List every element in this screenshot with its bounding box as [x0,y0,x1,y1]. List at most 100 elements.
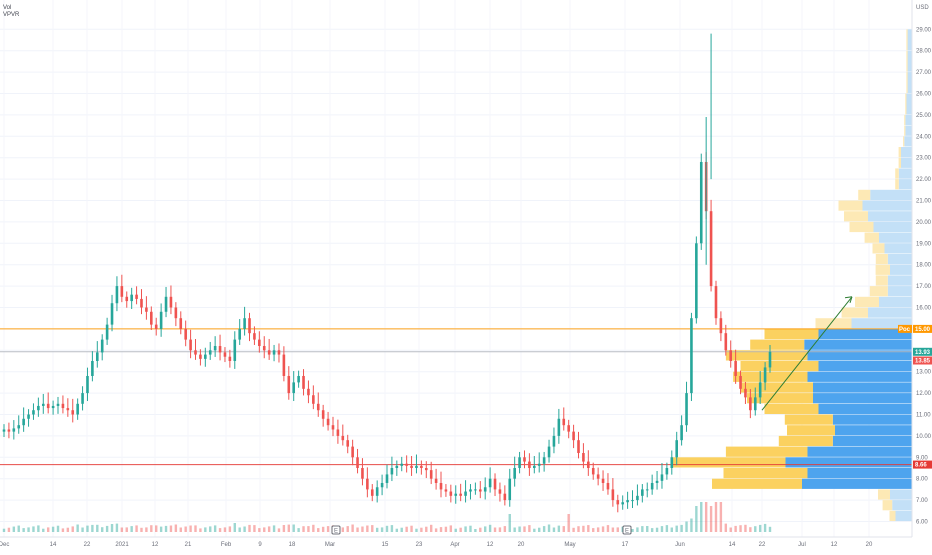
candle-body [100,339,104,353]
volume-bar [714,502,718,532]
legend-vpvr: VPVR [3,12,20,18]
candle-body [145,307,148,312]
volume-bar [464,526,467,532]
candle-body [199,354,202,359]
candle-body [267,350,271,355]
volume-bar [233,523,236,532]
candle-body [675,440,679,458]
vpvr-up-row [907,50,912,72]
volume-bar [61,528,65,532]
candle-body [27,414,30,419]
vpvr-up-row [904,136,912,147]
candle-body [424,468,428,471]
volume-bar [282,525,286,532]
candle-body [228,356,232,361]
x-tick-label: Feb [221,542,232,548]
earnings-marker-label: E [625,529,629,535]
volume-bar [616,527,619,532]
price-tag: Poc 15.00 [898,324,932,333]
candle-body [95,352,99,361]
candle-body [454,493,458,496]
candle-body [292,382,296,394]
vpvr-up-row [785,457,912,468]
candle-body [478,489,482,492]
candle-body [405,463,408,466]
candle-body [277,350,281,355]
candle-body [326,418,330,426]
volume-bar [312,524,315,532]
price-tag-box [913,460,932,469]
candle-body [763,367,767,383]
candle-body [537,463,541,466]
vpvr-down-row [878,489,890,500]
candle-body [611,489,615,501]
candle-body [66,408,70,411]
volume-bar [488,524,492,532]
volume-bar [341,527,345,532]
vpvr-down-row [838,200,863,211]
vpvr-down-row [889,510,896,521]
x-tick-label: 12 [487,542,494,548]
vpvr-up-row [898,179,912,190]
vpvr-down-row [895,179,899,190]
volume-bar [361,526,364,532]
volume-bar [754,526,757,532]
candle-body [400,463,404,466]
price-tag-value: 15.00 [915,327,931,333]
candle-body [130,294,133,302]
volume-bar [71,526,74,532]
volume-bar [655,527,659,532]
volume-bar [685,521,688,532]
candle-body [110,303,114,325]
volume-bar [513,527,516,532]
vpvr-down-row [747,393,813,404]
volume-bar [277,528,281,532]
vpvr-up-row [879,296,912,307]
volume-bar [238,527,241,532]
vpvr-down-row [787,425,835,436]
candle-body [695,243,698,319]
vpvr-up-row [868,307,912,318]
vpvr-up-row [884,243,912,254]
vpvr-up-row [887,254,912,265]
vpvr-down-row [903,136,905,147]
volume-bar [675,525,678,532]
candle-body [150,311,153,325]
volume-bar [248,524,251,532]
vpvr-up-row [905,114,912,126]
volume-bar [606,525,610,532]
vpvr-down-row [841,307,868,318]
volume-bar [86,525,89,532]
candle-body [37,405,40,411]
candle-body [449,491,453,496]
volume-bar [115,523,119,532]
candle-body [444,489,448,492]
volume-bar [46,527,50,532]
candle-body [375,487,379,496]
x-tick-label: 14 [729,542,736,548]
candle-body [420,465,423,468]
x-tick-label: Jun [675,542,685,548]
vpvr-down-row [764,328,819,340]
vpvr-up-row [813,382,912,393]
volume-bar [592,528,595,532]
volume-bar [145,527,148,532]
candle-body [385,474,389,483]
y-tick-label: 9.00 [916,455,928,461]
candle-body [12,428,16,432]
candle-body [734,361,737,376]
vpvr-down-row [844,211,868,222]
volume-bar [272,525,276,532]
candle-body [336,429,340,436]
candle-body [208,350,212,355]
volume-bar [91,524,94,532]
volume-bar [2,528,6,532]
candle-body [243,318,246,329]
y-tick-label: 18.00 [916,263,932,269]
volume-bar [263,527,266,532]
vpvr-up-row [879,232,912,243]
volume-bars [2,502,772,532]
